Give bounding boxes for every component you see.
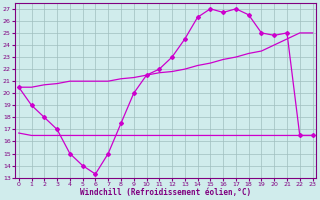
X-axis label: Windchill (Refroidissement éolien,°C): Windchill (Refroidissement éolien,°C) — [80, 188, 251, 197]
